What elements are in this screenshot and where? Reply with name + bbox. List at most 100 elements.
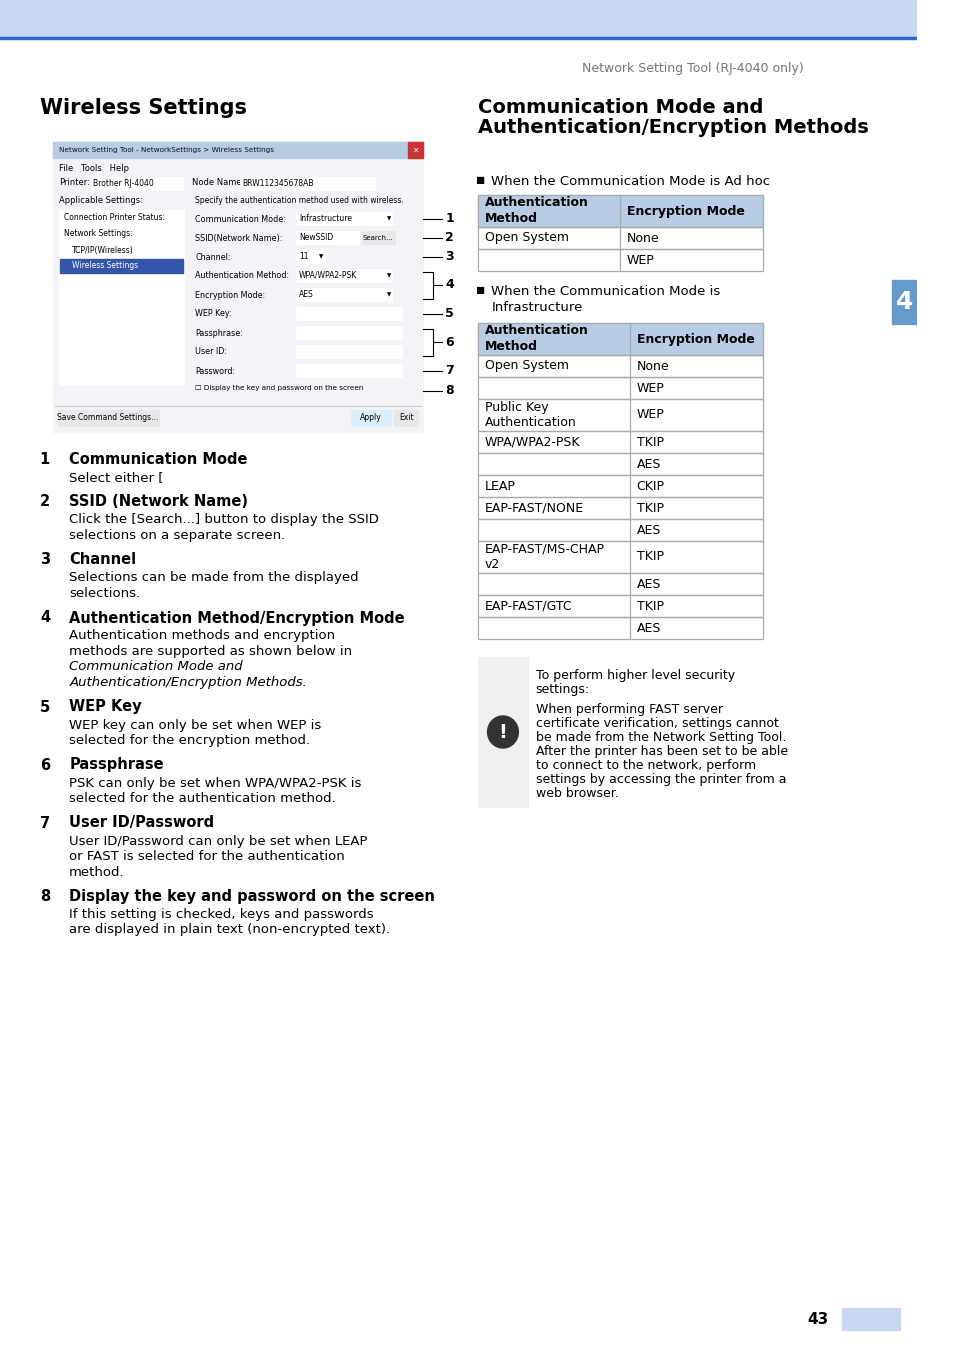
Bar: [295, 231, 358, 244]
Bar: [351, 410, 391, 427]
Text: settings:: settings:: [535, 683, 589, 697]
Bar: [477, 377, 761, 400]
Text: 6: 6: [445, 336, 454, 348]
Text: WEP: WEP: [636, 382, 663, 394]
Text: 5: 5: [445, 306, 454, 320]
Text: Exit: Exit: [399, 413, 414, 423]
Text: LEAP: LEAP: [484, 479, 515, 493]
Text: Printer:: Printer:: [58, 178, 90, 188]
Circle shape: [487, 716, 517, 748]
Bar: [477, 541, 761, 572]
Text: WEP Key: WEP Key: [70, 699, 142, 714]
Bar: [891, 279, 917, 324]
Text: TKIP: TKIP: [636, 551, 663, 563]
Text: ▼: ▼: [386, 292, 391, 297]
Bar: [361, 231, 395, 244]
Text: None: None: [626, 231, 659, 244]
Bar: [295, 306, 401, 320]
Bar: [477, 194, 761, 227]
Text: Network Settings:: Network Settings:: [65, 230, 132, 239]
Bar: [477, 657, 876, 807]
Bar: [477, 657, 527, 807]
Text: to connect to the network, perform: to connect to the network, perform: [535, 759, 755, 772]
Text: SSID(Network Name):: SSID(Network Name):: [195, 234, 282, 243]
Bar: [477, 454, 761, 475]
Text: Communication Mode and: Communication Mode and: [70, 660, 243, 674]
Bar: [295, 212, 392, 225]
Text: WEP Key:: WEP Key:: [195, 309, 232, 319]
Text: When performing FAST server: When performing FAST server: [535, 703, 721, 716]
Text: Communication Mode: Communication Mode: [70, 452, 248, 467]
Text: To perform higher level security: To perform higher level security: [535, 670, 734, 682]
Text: Infrastructure: Infrastructure: [298, 215, 352, 223]
Bar: [57, 410, 158, 427]
Text: are displayed in plain text (non-encrypted text).: are displayed in plain text (non-encrypt…: [70, 923, 390, 937]
Text: !: !: [498, 722, 507, 741]
Text: Click the [Search...] button to display the SSID: Click the [Search...] button to display …: [70, 513, 378, 526]
Text: TKIP: TKIP: [636, 501, 663, 514]
Text: Authentication Method/Encryption Mode: Authentication Method/Encryption Mode: [70, 610, 404, 625]
Text: User ID/Password: User ID/Password: [70, 815, 214, 830]
Bar: [477, 431, 761, 454]
Text: 8: 8: [445, 385, 454, 397]
Text: Authentication/Encryption Methods: Authentication/Encryption Methods: [477, 117, 868, 136]
Text: Brother RJ-4040: Brother RJ-4040: [93, 180, 153, 188]
Text: Save Command Settings...: Save Command Settings...: [57, 413, 158, 423]
Bar: [52, 142, 423, 158]
Bar: [477, 194, 761, 227]
Text: Network Setting Tool - NetworkSettings > Wireless Settings: Network Setting Tool - NetworkSettings >…: [58, 147, 274, 153]
Bar: [91, 177, 183, 190]
Text: WEP key can only be set when WEP is: WEP key can only be set when WEP is: [70, 718, 321, 732]
Text: 1: 1: [445, 212, 454, 225]
Text: Passphrase: Passphrase: [70, 757, 164, 772]
Text: 8: 8: [40, 890, 50, 905]
Text: TKIP: TKIP: [636, 436, 663, 448]
Text: Communication Mode:: Communication Mode:: [195, 215, 286, 224]
Text: Public Key
Authentication: Public Key Authentication: [484, 401, 576, 429]
Bar: [295, 269, 392, 282]
Bar: [477, 400, 761, 431]
Bar: [477, 431, 761, 454]
Bar: [477, 541, 761, 572]
Text: 4: 4: [445, 278, 454, 292]
Bar: [477, 572, 761, 595]
Text: ◼: ◼: [476, 285, 485, 296]
Bar: [477, 355, 761, 377]
Bar: [295, 288, 392, 301]
Text: Open System: Open System: [484, 359, 568, 373]
Text: selections on a separate screen.: selections on a separate screen.: [70, 529, 285, 541]
Text: User ID:: User ID:: [195, 347, 227, 356]
Bar: [477, 475, 761, 497]
Text: EAP-FAST/GTC: EAP-FAST/GTC: [484, 599, 572, 613]
Text: certificate verification, settings cannot: certificate verification, settings canno…: [535, 717, 778, 730]
Text: If this setting is checked, keys and passwords: If this setting is checked, keys and pas…: [70, 909, 374, 921]
Text: Passphrase:: Passphrase:: [195, 328, 243, 338]
Text: Applicable Settings:: Applicable Settings:: [58, 196, 142, 205]
Text: 2: 2: [445, 231, 454, 244]
Bar: [295, 364, 401, 377]
Text: Authentication/Encryption Methods.: Authentication/Encryption Methods.: [70, 676, 307, 688]
Bar: [52, 142, 423, 432]
Text: ✕: ✕: [412, 146, 418, 154]
Text: selections.: selections.: [70, 587, 140, 599]
Text: 3: 3: [445, 250, 454, 263]
Text: Encryption Mode: Encryption Mode: [626, 204, 744, 217]
Text: PSK can only be set when WPA/WPA2-PSK is: PSK can only be set when WPA/WPA2-PSK is: [70, 776, 361, 790]
Bar: [477, 617, 761, 639]
Text: WEP: WEP: [636, 409, 663, 421]
Text: or FAST is selected for the authentication: or FAST is selected for the authenticati…: [70, 850, 345, 863]
Bar: [295, 346, 401, 358]
Text: Channel:: Channel:: [195, 252, 231, 262]
Text: Display the key and password on the screen: Display the key and password on the scre…: [70, 890, 435, 905]
Bar: [477, 595, 761, 617]
Text: 4: 4: [40, 610, 50, 625]
Text: 3: 3: [40, 552, 50, 567]
Text: Select either [: Select either [: [70, 471, 164, 485]
Bar: [477, 323, 761, 355]
Text: SSID (Network Name): SSID (Network Name): [70, 494, 248, 509]
Text: ▼: ▼: [319, 254, 323, 259]
Text: AES: AES: [298, 290, 314, 298]
Text: WEP: WEP: [626, 254, 654, 266]
Bar: [477, 572, 761, 595]
Text: 1: 1: [40, 452, 50, 467]
